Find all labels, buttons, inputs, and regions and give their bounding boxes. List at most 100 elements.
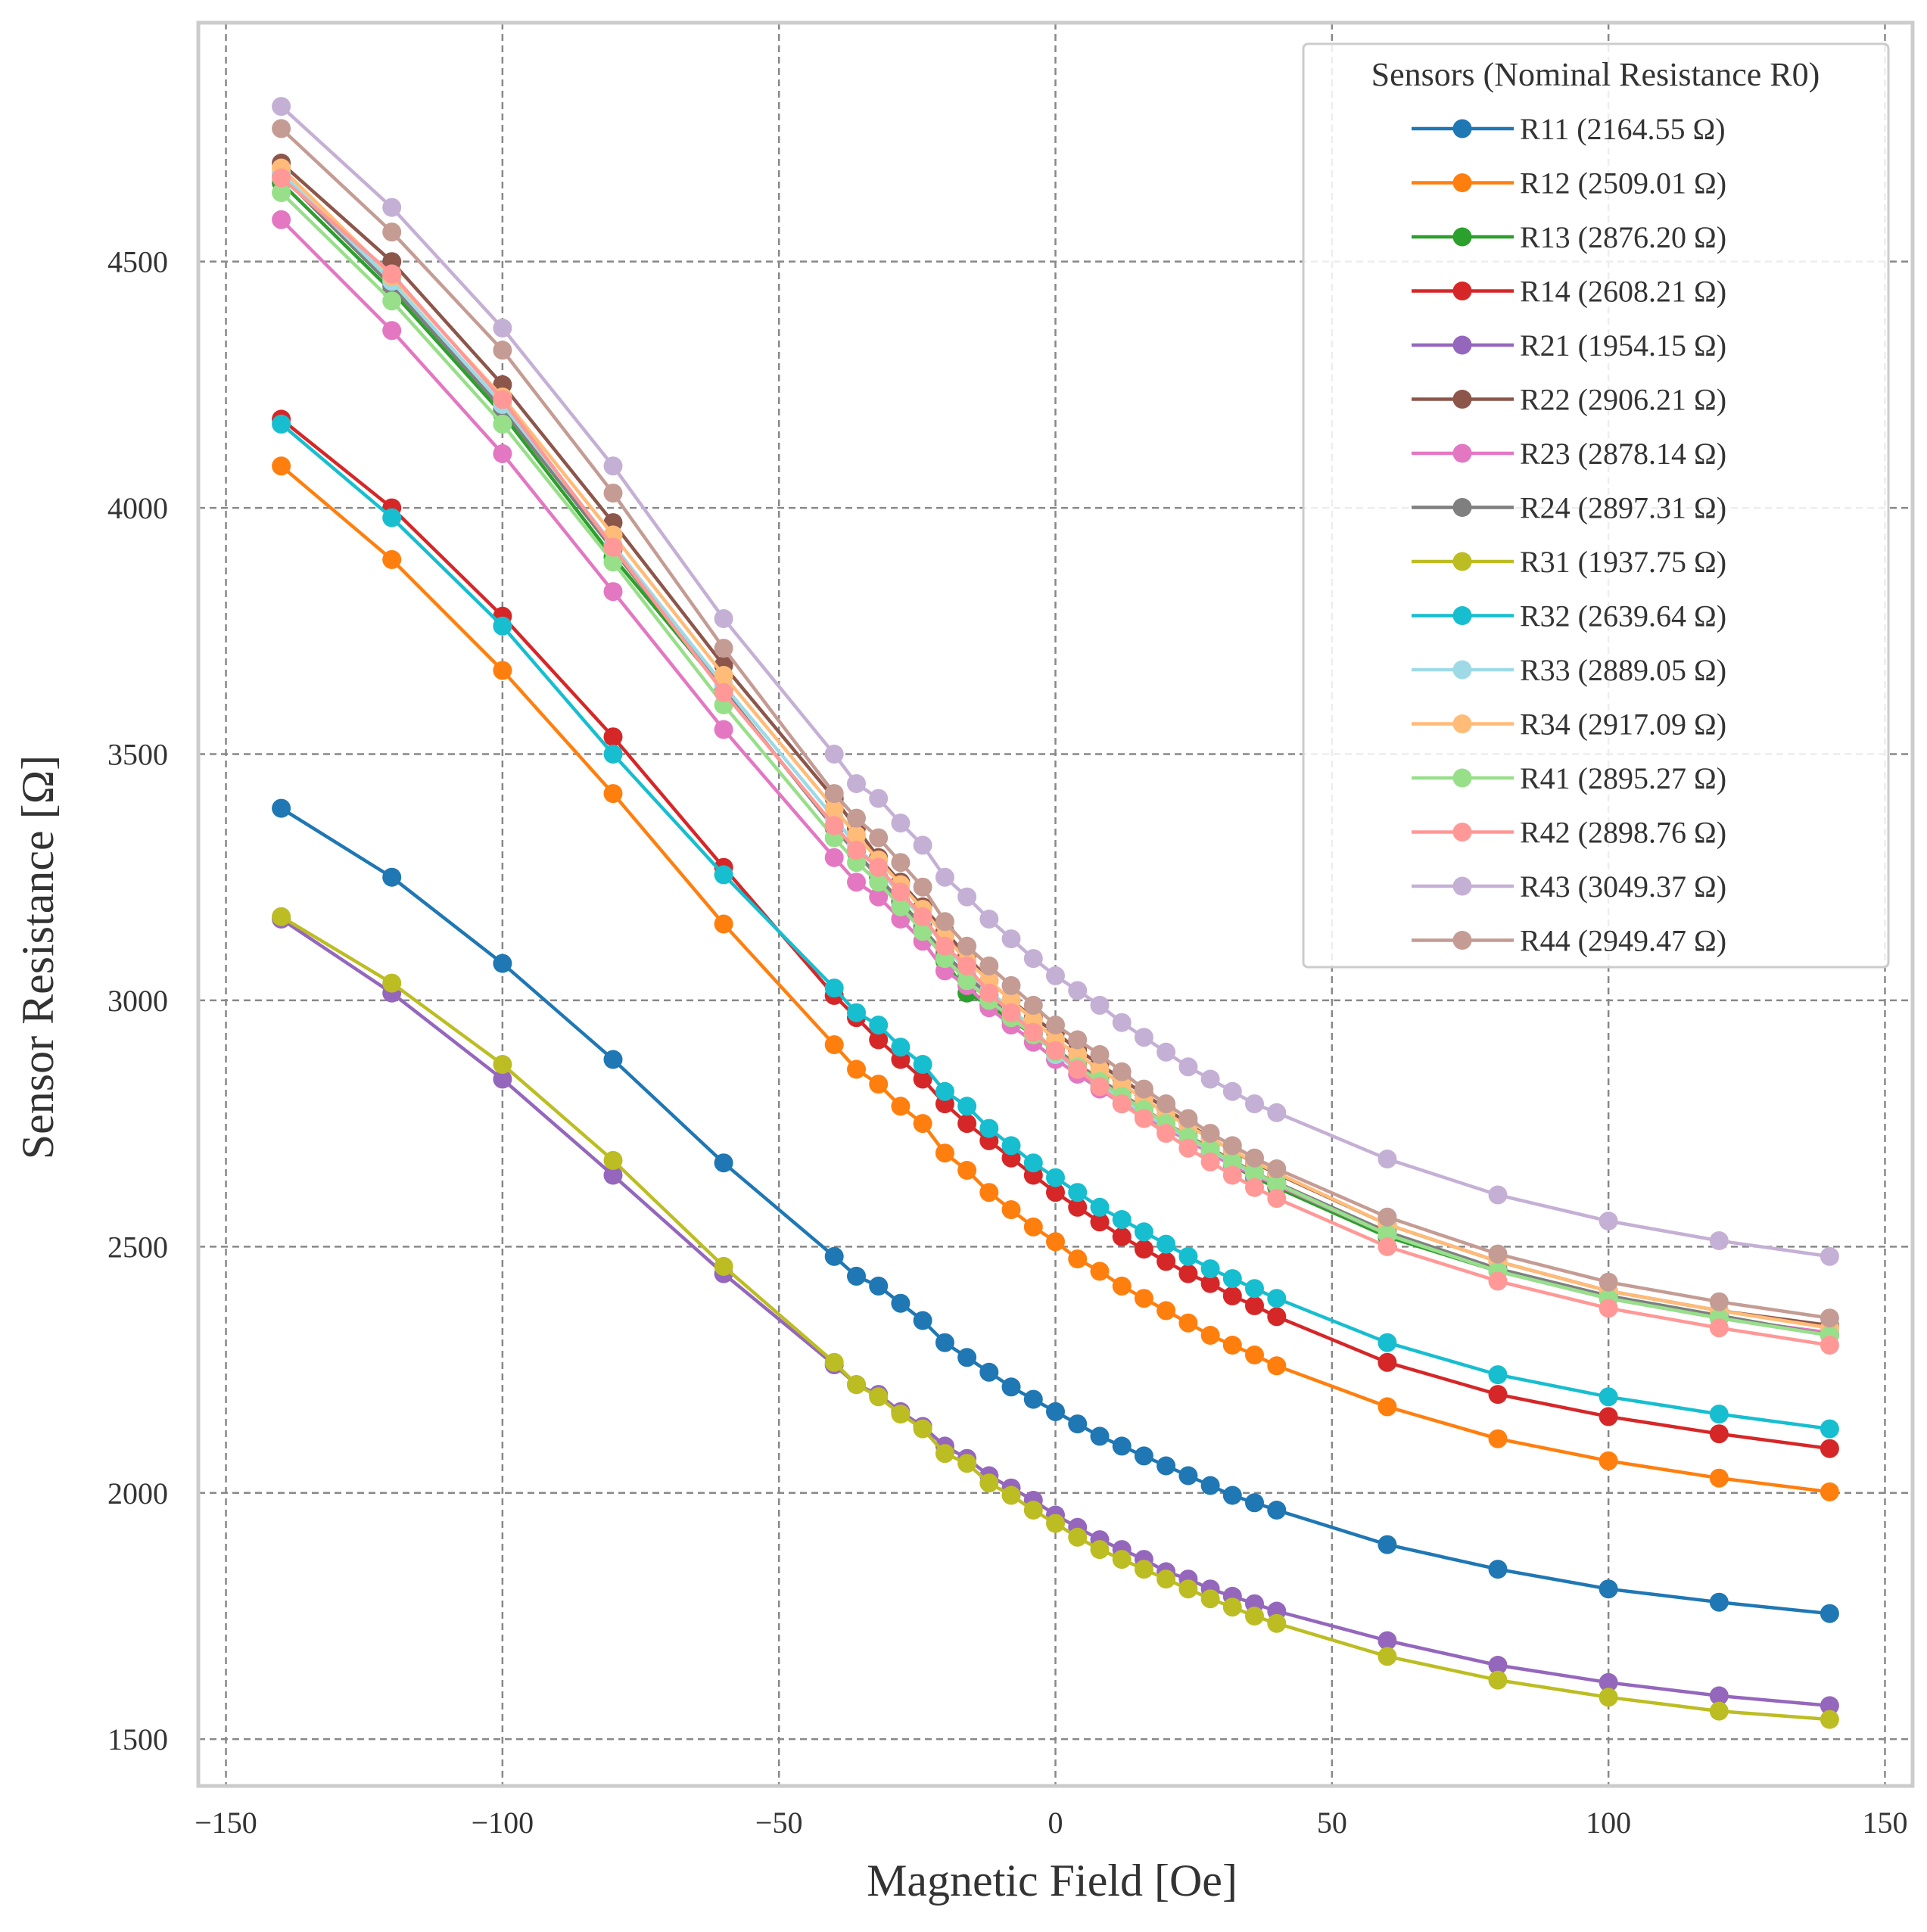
legend-marker — [1452, 390, 1472, 409]
data-point — [1178, 1057, 1198, 1077]
data-point — [869, 1276, 889, 1296]
data-point — [913, 835, 932, 855]
data-point — [272, 210, 291, 229]
data-point — [1599, 1387, 1618, 1407]
data-point — [493, 341, 512, 360]
data-point — [382, 508, 402, 527]
data-point — [935, 867, 954, 887]
y-tick-label: 3500 — [107, 737, 168, 771]
x-tick-label: −150 — [195, 1806, 257, 1840]
data-point — [869, 1030, 889, 1050]
data-point — [272, 414, 291, 434]
legend-label: R21 (1954.15 Ω) — [1520, 328, 1726, 362]
data-point — [493, 390, 512, 409]
y-tick-label: 4500 — [107, 245, 168, 279]
x-tick-label: −50 — [755, 1806, 803, 1840]
data-point — [382, 291, 402, 311]
data-point — [824, 848, 844, 867]
data-point — [913, 1055, 932, 1074]
data-point — [1222, 1486, 1242, 1505]
data-point — [979, 1183, 999, 1202]
data-point — [1112, 1094, 1132, 1114]
data-point — [824, 1035, 844, 1054]
data-point — [935, 912, 954, 932]
data-point — [1068, 1197, 1088, 1217]
data-point — [1245, 1163, 1264, 1183]
data-point — [957, 1454, 977, 1473]
tick-labels: −150 −100 −50 0 50 100 150 1500 2000 2500 3000 3500… — [107, 245, 1907, 1840]
data-point — [1001, 1003, 1021, 1022]
data-point — [1068, 1030, 1088, 1050]
data-point — [1090, 1540, 1110, 1560]
data-point — [1245, 1346, 1264, 1364]
data-point — [913, 1311, 932, 1330]
data-point — [847, 774, 866, 793]
data-point — [869, 873, 889, 892]
data-point — [272, 168, 291, 188]
data-point — [382, 198, 402, 217]
data-point — [957, 1114, 977, 1134]
legend-label: R41 (2895.27 Ω) — [1520, 761, 1726, 795]
series-r12 — [272, 456, 1839, 1501]
data-point — [1267, 1174, 1287, 1193]
data-point — [1068, 1414, 1088, 1434]
data-point — [1222, 1136, 1242, 1156]
data-point — [1245, 1148, 1264, 1168]
data-point — [1245, 1094, 1264, 1114]
data-point — [1599, 1688, 1618, 1707]
data-point — [1157, 1456, 1176, 1476]
data-point — [891, 897, 911, 916]
data-point — [1267, 1159, 1287, 1178]
data-point — [1599, 1672, 1618, 1692]
data-point — [382, 264, 402, 284]
data-point — [1222, 1165, 1242, 1185]
data-point — [1488, 1244, 1508, 1264]
data-point — [847, 1375, 866, 1395]
data-point — [1709, 1686, 1729, 1706]
legend-label: R32 (2639.64 Ω) — [1520, 599, 1726, 633]
data-point — [957, 936, 977, 956]
data-point — [1090, 995, 1110, 1015]
data-point — [869, 857, 889, 877]
legend: Sensors (Nominal Resistance R0) R11 (216… — [1302, 42, 1890, 969]
legend-marker — [1452, 768, 1472, 788]
data-point — [1200, 1326, 1220, 1345]
data-point — [1200, 1259, 1220, 1279]
data-point — [1134, 1560, 1153, 1579]
legend-marker — [1452, 173, 1472, 192]
data-point — [1488, 1271, 1508, 1291]
data-point — [272, 798, 291, 818]
data-point — [1090, 1426, 1110, 1446]
data-point — [1112, 1210, 1132, 1229]
data-point — [1267, 1189, 1287, 1209]
data-point — [1090, 1262, 1110, 1281]
data-point — [1157, 1094, 1176, 1114]
data-point — [913, 907, 932, 926]
data-point — [603, 484, 623, 503]
data-point — [913, 922, 932, 941]
data-point — [957, 887, 977, 907]
data-point — [1820, 1482, 1839, 1501]
data-point — [1178, 1246, 1198, 1266]
legend-label: R44 (2949.47 Ω) — [1520, 924, 1726, 958]
legend-entry: R31 (1937.75 Ω) — [1412, 545, 1726, 579]
data-point — [1157, 1570, 1176, 1589]
data-point — [824, 798, 844, 818]
data-point — [272, 97, 291, 117]
data-point — [603, 552, 623, 572]
legend-entry: R33 (2889.05 Ω) — [1412, 653, 1726, 687]
legend-label: R31 (1937.75 Ω) — [1520, 545, 1726, 579]
data-point — [493, 954, 512, 973]
data-point — [1112, 1062, 1132, 1081]
legend-label: R13 (2876.20 Ω) — [1520, 220, 1726, 254]
data-point — [1090, 1045, 1110, 1064]
data-point — [1222, 1081, 1242, 1101]
data-point — [1709, 1405, 1729, 1424]
data-point — [1709, 1592, 1729, 1612]
data-point — [869, 1016, 889, 1034]
data-point — [1378, 1237, 1397, 1256]
data-point — [1001, 975, 1021, 995]
legend-marker — [1452, 119, 1472, 138]
series-r42 — [272, 168, 1839, 1355]
data-point — [1599, 1451, 1618, 1470]
